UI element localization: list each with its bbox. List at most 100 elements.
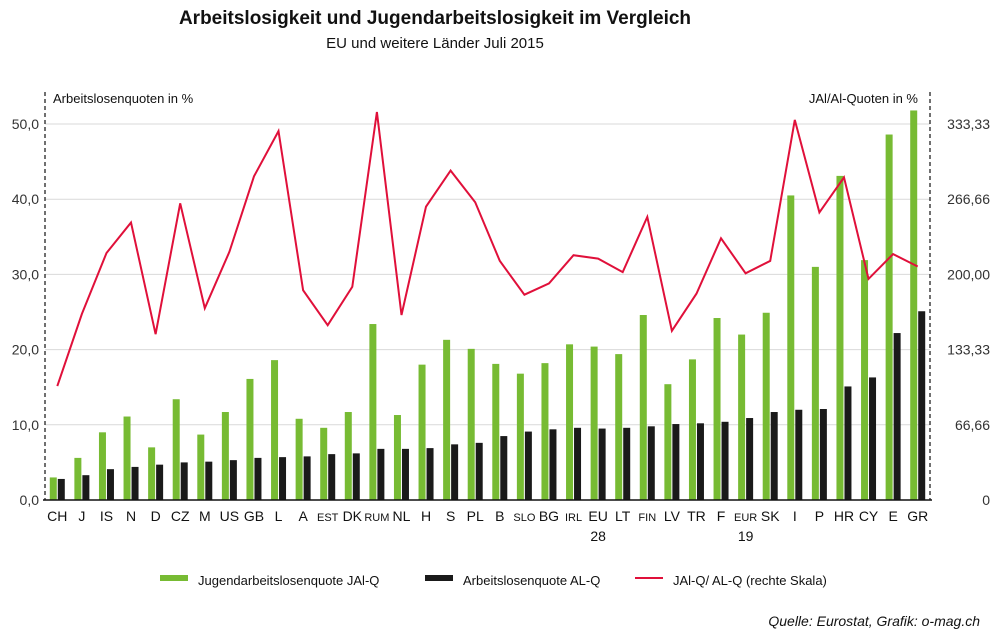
category-label: N [126,508,136,524]
category-label: GR [907,508,928,524]
category-label: DK [343,508,363,524]
chart-subtitle: EU und weitere Länder Juli 2015 [326,35,544,52]
category-label-line2: 19 [738,528,754,544]
unemployment-bar [57,478,65,500]
category-label: FIN [638,512,656,524]
category-label: CH [47,508,67,524]
youth-unemployment-bar [74,457,82,500]
legend-swatch-youth [160,575,188,581]
left-tick-label: 10,0 [12,417,39,433]
youth-unemployment-bar [688,359,696,500]
category-label: GB [244,508,264,524]
unemployment-bar [795,409,803,500]
youth-unemployment-bar [246,378,254,500]
category-label: IS [100,508,113,524]
youth-unemployment-bar [467,348,475,500]
left-tick-label: 40,0 [12,191,39,207]
youth-unemployment-bar [418,364,426,500]
unemployment-bar [451,444,459,500]
right-tick-label: 133,33 [947,342,990,358]
youth-unemployment-bar [320,427,328,500]
youth-unemployment-bar [369,324,377,500]
left-axis-title: Arbeitslosenquoten in % [53,91,194,106]
legend: Jugendarbeitslosenquote JAl-Q Arbeitslose… [160,573,827,588]
unemployment-bar [328,454,336,500]
unemployment-bar [721,421,729,500]
category-label: LT [615,508,631,524]
unemployment-bar [475,442,483,500]
unemployment-bar [893,333,901,500]
category-label: H [421,508,431,524]
category-label: P [815,508,824,524]
youth-unemployment-bar [910,110,918,501]
youth-unemployment-bar [172,399,180,500]
ratio-line [56,111,919,387]
category-label: RUM [364,512,389,524]
category-label: A [298,508,308,524]
unemployment-bar [672,424,680,500]
unemployment-bar [819,409,827,500]
unemployment-bar [696,423,704,500]
category-label: SK [761,508,780,524]
category-label: F [717,508,726,524]
legend-label-youth: Jugendarbeitslosenquote JAl-Q [198,573,379,588]
unemployment-bar [205,461,213,500]
category-label: L [275,508,283,524]
category-label: EU [588,508,607,524]
right-tick-label: 66,66 [955,417,990,433]
legend-label-unemployment: Arbeitslosenquote AL-Q [463,573,600,588]
unemployment-bar [647,426,655,500]
category-label: B [495,508,504,524]
unemployment-bar [746,418,754,500]
legend-swatch-unemployment [425,575,453,581]
category-label: LV [664,508,681,524]
youth-unemployment-bar [49,477,57,500]
unemployment-bar [131,466,139,500]
youth-unemployment-bar [344,412,352,500]
youth-unemployment-bar [861,260,869,500]
category-label: I [793,508,797,524]
category-label: PL [467,508,484,524]
youth-unemployment-bar [443,339,451,500]
youth-unemployment-bar [566,344,574,500]
youth-unemployment-bar [123,416,131,500]
category-label: E [888,508,897,524]
left-tick-label: 30,0 [12,266,39,282]
youth-unemployment-bar [639,315,647,500]
youth-unemployment-bar [885,134,893,500]
source-note: Quelle: Eurostat, Grafik: o-mag.ch [768,613,980,629]
category-label: J [78,508,85,524]
youth-unemployment-bar [516,373,524,500]
category-label: D [151,508,161,524]
legend-label-ratio: JAl-Q/ AL-Q (rechte Skala) [673,573,827,588]
unemployment-bar [377,448,385,500]
right-tick-label: 0 [982,492,990,508]
category-label: M [199,508,211,524]
unemployment-bar [82,475,90,500]
gridlines [45,123,930,426]
chart-title: Arbeitslosigkeit und Jugendarbeitslosigk… [178,8,692,29]
unemployment-bar [844,386,852,500]
youth-unemployment-bar [787,195,795,500]
category-label: EUR [734,512,757,524]
youth-unemployment-bar [836,175,844,500]
youth-unemployment-bar [98,432,106,500]
unemployment-bar [524,431,532,500]
unemployment-bar [279,457,287,500]
category-label: TR [687,508,706,524]
bar-series [49,110,926,501]
category-label: BG [539,508,559,524]
youth-unemployment-bar [811,266,819,500]
youth-unemployment-bar [762,312,770,500]
unemployment-bar [229,460,237,500]
category-label: NL [393,508,411,524]
youth-unemployment-bar [393,415,401,500]
youth-unemployment-bar [295,418,303,500]
youth-unemployment-bar [221,412,229,500]
youth-unemployment-bar [271,360,279,500]
right-axis-title: JAl/Al-Quoten in % [809,91,919,106]
category-label: HR [834,508,854,524]
left-tick-label: 0,0 [20,492,40,508]
unemployment-bar [549,429,557,500]
